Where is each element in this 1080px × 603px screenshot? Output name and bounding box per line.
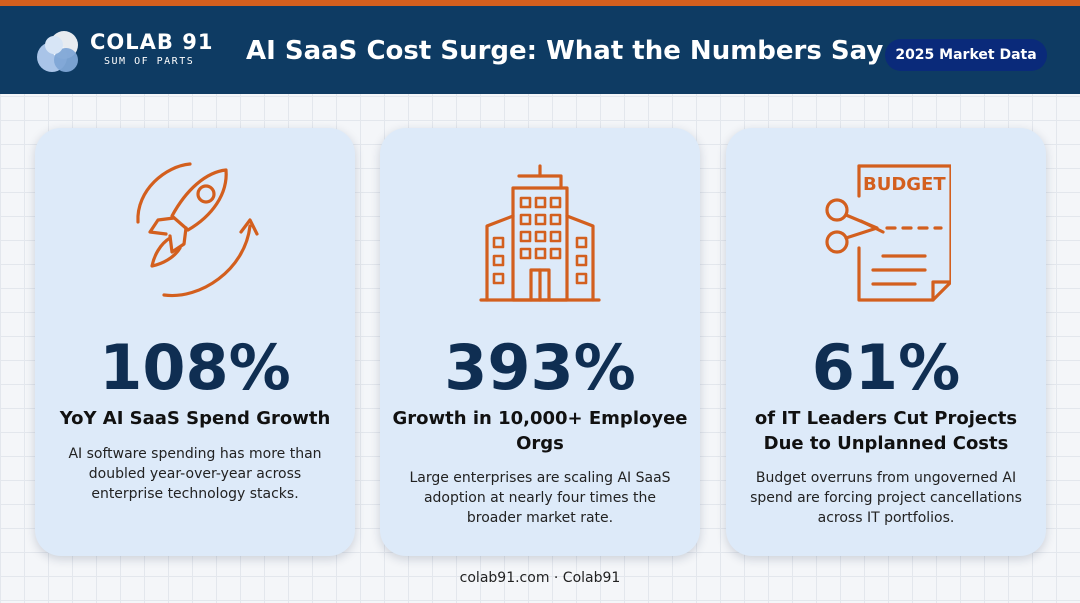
- colab-logo-icon: [37, 31, 78, 72]
- stat-card-projects-cut: BUDGET 61% of IT Leaders Cut Projects Du…: [726, 128, 1046, 556]
- top-accent-stripe: [0, 0, 1080, 6]
- budget-label: BUDGET: [863, 174, 946, 195]
- brand-name: COLAB 91: [90, 30, 214, 54]
- stat-card-spend-growth: 108% YoY AI SaaS Spend Growth AI softwar…: [35, 128, 355, 556]
- stat-card-enterprise-growth: 393% Growth in 10,000+ Employee Orgs Lar…: [380, 128, 700, 556]
- stat-value: 393%: [444, 331, 636, 404]
- stat-title: Growth in 10,000+ Employee Orgs: [392, 408, 688, 454]
- market-data-badge: 2025 Market Data: [885, 39, 1047, 71]
- stat-description: Budget overruns from ungoverned AI spend…: [750, 470, 1022, 526]
- header-bar: COLAB 91 SUM OF PARTS AI SaaS Cost Surge…: [0, 6, 1080, 94]
- budget-cut-icon: BUDGET: [825, 164, 951, 302]
- stat-value: 61%: [811, 331, 961, 404]
- stat-value: 108%: [99, 331, 291, 404]
- office-building-icon: [479, 164, 601, 302]
- brand-tagline: SUM OF PARTS: [104, 56, 195, 67]
- page-title: AI SaaS Cost Surge: What the Numbers Say: [246, 36, 884, 66]
- stat-description: AI software spending has more than doubl…: [68, 446, 322, 502]
- rocket-icon: [136, 162, 259, 298]
- stat-title: YoY AI SaaS Spend Growth: [59, 408, 331, 429]
- stat-description: Large enterprises are scaling AI SaaS ad…: [409, 470, 671, 526]
- brand: COLAB 91 SUM OF PARTS: [90, 30, 213, 67]
- footer-attribution: colab91.com · Colab91: [459, 570, 621, 586]
- stat-title: of IT Leaders Cut Projects Due to Unplan…: [754, 408, 1018, 454]
